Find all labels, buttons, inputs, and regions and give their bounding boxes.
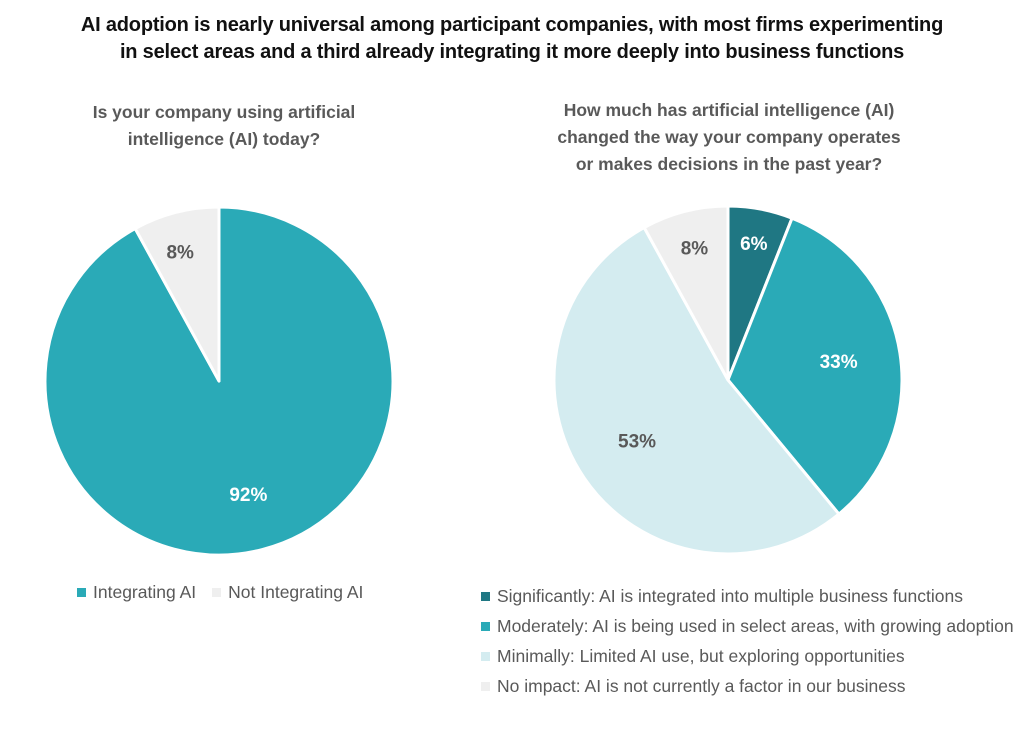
pie-slice-no-impact bbox=[642, 204, 730, 382]
legend-swatch-no-impact bbox=[481, 682, 490, 691]
legend-swatch-minimally bbox=[481, 652, 490, 661]
legend-swatch-moderately bbox=[481, 622, 490, 631]
legend-item-not-integrating-ai: Not Integrating AI bbox=[212, 582, 363, 603]
left-chart-title-line-1: Is your company using artificial bbox=[92, 102, 356, 122]
slice-label-minimally: 53% bbox=[618, 431, 656, 452]
legend-swatch-not-integrating-ai bbox=[212, 588, 222, 597]
legend-item-significantly: Significantly: AI is integrated into mul… bbox=[481, 586, 963, 607]
left-chart-title: Is your company using artificial intelli… bbox=[40, 99, 408, 153]
right-chart-title-line-1: How much has artificial intelligence (AI… bbox=[563, 100, 895, 120]
left-chart-title-line-2: intelligence (AI) today? bbox=[127, 129, 321, 149]
legend-swatch-integrating-ai bbox=[77, 588, 86, 597]
pie-slice-moderately bbox=[726, 216, 904, 516]
pie-slice-not-integrating-ai bbox=[133, 205, 221, 383]
legend-item-no-impact: No impact: AI is not currently a factor … bbox=[481, 676, 906, 697]
right-chart-title: How much has artificial intelligence (AI… bbox=[540, 97, 918, 178]
legend-item-integrating-ai: Integrating AI bbox=[77, 582, 196, 603]
main-title: AI adoption is nearly universal among pa… bbox=[0, 12, 1024, 66]
slice-label-integrating-ai: 92% bbox=[229, 485, 267, 506]
slice-label-no-impact: 8% bbox=[681, 239, 709, 260]
pie-slice-minimally bbox=[552, 226, 841, 556]
slice-label-moderately: 33% bbox=[820, 352, 858, 373]
legend-item-minimally: Minimally: Limited AI use, but exploring… bbox=[481, 646, 905, 667]
legend-label-integrating-ai: Integrating AI bbox=[93, 582, 197, 602]
legend-label-not-integrating-ai: Not Integrating AI bbox=[228, 582, 364, 602]
slice-label-significantly: 6% bbox=[740, 234, 768, 255]
right-chart-title-line-2: changed the way your company operates bbox=[557, 127, 901, 147]
legend-label-minimally: Minimally: Limited AI use, but exploring… bbox=[497, 646, 905, 666]
left-legend: Integrating AI Not Integrating AI bbox=[77, 582, 379, 603]
legend-swatch-significantly bbox=[481, 592, 490, 601]
slice-label-not-integrating-ai: 8% bbox=[166, 243, 194, 264]
main-title-line-1: AI adoption is nearly universal among pa… bbox=[80, 14, 944, 36]
legend-label-significantly: Significantly: AI is integrated into mul… bbox=[497, 586, 963, 606]
left-pie-chart: 92% 8% bbox=[43, 205, 395, 557]
legend-item-moderately: Moderately: AI is being used in select a… bbox=[481, 616, 1014, 637]
right-chart-title-line-3: or makes decisions in the past year? bbox=[575, 154, 883, 174]
legend-label-moderately: Moderately: AI is being used in select a… bbox=[497, 616, 1014, 636]
right-pie-chart: 6% 33% 53% 8% bbox=[552, 204, 904, 556]
main-title-line-2: in select areas and a third already inte… bbox=[119, 41, 905, 63]
legend-label-no-impact: No impact: AI is not currently a factor … bbox=[497, 676, 906, 696]
